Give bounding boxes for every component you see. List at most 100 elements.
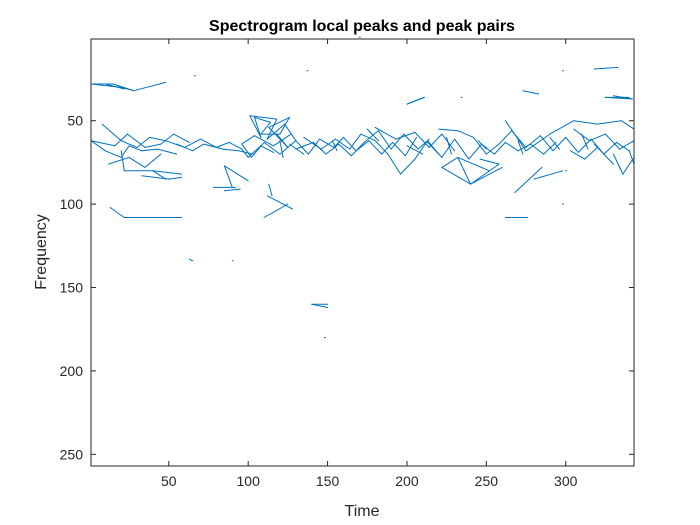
peak-pair-segment-34 xyxy=(149,136,167,142)
y-tick-label-4: 250 xyxy=(60,446,84,462)
peak-pair-segment-20 xyxy=(104,150,122,158)
peak-pair-segment-38 xyxy=(215,141,230,148)
y-tick-label-3: 200 xyxy=(60,363,84,379)
peak-pair-segment-60 xyxy=(188,258,194,262)
peak-pair-segment-103 xyxy=(350,141,365,157)
peak-pair-segment-88 xyxy=(266,195,294,210)
peak-pair-segment-40 xyxy=(241,148,249,158)
peak-pair-segment-172 xyxy=(533,170,564,180)
peak-pair-segment-110 xyxy=(320,138,336,150)
peak-pair-segment-72 xyxy=(268,116,290,128)
peak-pair-segment-30 xyxy=(173,133,190,143)
peak-pair-segment-139 xyxy=(473,136,487,155)
peak-pair-segment-46 xyxy=(222,148,240,152)
peak-pair-segment-114 xyxy=(374,140,389,155)
peak-pair-segment-101 xyxy=(325,143,340,155)
x-tick-label-2: 150 xyxy=(316,473,340,489)
peak-pair-segment-136 xyxy=(543,141,557,155)
plot-area xyxy=(91,39,634,466)
peak-pair-segment-47 xyxy=(238,150,254,155)
peak-pair-segment-36 xyxy=(184,138,202,148)
peak-pair-segment-32 xyxy=(120,140,138,148)
x-axis: 50 100 150 200 250 300 xyxy=(161,39,578,489)
peak-pair-segment-13 xyxy=(419,96,425,100)
peak-pair-segment-167 xyxy=(589,133,606,142)
peak-pair-segment-4 xyxy=(104,83,125,90)
peak-pair-segment-102 xyxy=(338,143,352,157)
peak-pair-segment-17 xyxy=(604,96,633,100)
peak-pair-segment-96 xyxy=(381,141,394,155)
peak-pair-segment-67 xyxy=(254,116,262,138)
x-tick-label-1: 100 xyxy=(237,473,261,489)
peak-pair-segment-187 xyxy=(517,140,524,155)
peak-pair-segment-79 xyxy=(279,140,297,155)
peak-pair-segment-140 xyxy=(485,143,500,155)
peak-pair-segment-142 xyxy=(441,156,459,168)
peak-pair-segment-189 xyxy=(581,133,589,150)
peak-pair-segment-148 xyxy=(457,156,490,172)
peak-pair-segment-178 xyxy=(570,150,586,160)
peak-pairs-series xyxy=(90,36,635,339)
peak-pair-segment-62 xyxy=(223,165,233,188)
peak-pair-segment-115 xyxy=(387,153,402,175)
peak-pair-segment-33 xyxy=(136,136,151,148)
peak-pair-segment-104 xyxy=(363,130,379,143)
peak-pair-segment-78 xyxy=(284,123,297,142)
peak-pair-segment-8 xyxy=(593,66,619,70)
peak-pair-segment-154 xyxy=(565,136,579,153)
peak-pair-segment-83 xyxy=(241,135,255,145)
peak-pair-segment-25 xyxy=(90,140,116,147)
peak-pair-segment-152 xyxy=(539,135,554,152)
peak-pair-segment-137 xyxy=(438,128,459,132)
peak-pair-segment-128 xyxy=(441,138,456,158)
peak-pair-segment-43 xyxy=(176,143,194,152)
peak-pair-segment-127 xyxy=(427,141,443,158)
peak-pair-segment-93 xyxy=(342,136,357,152)
peak-pair-segment-23 xyxy=(141,148,159,152)
peak-pair-segment-161 xyxy=(525,133,551,152)
peak-pair-segment-113 xyxy=(360,133,376,142)
peak-pair-segment-86 xyxy=(268,183,273,197)
peak-pair-segment-82 xyxy=(241,143,252,158)
peak-pair-segment-69 xyxy=(260,121,271,135)
peak-pair-segment-15 xyxy=(522,90,540,95)
y-axis: 50 100 150 200 250 xyxy=(60,113,634,462)
peak-pair-segment-21 xyxy=(120,145,130,158)
peak-pair-segment-89 xyxy=(295,140,309,155)
peak-pair-segment-151 xyxy=(525,135,541,148)
peak-pair-segment-5 xyxy=(133,81,167,92)
peak-pair-segment-51 xyxy=(152,170,182,175)
peak-pair-segment-185 xyxy=(446,136,452,155)
peak-pair-segment-122 xyxy=(428,133,443,148)
peak-pair-segment-80 xyxy=(263,141,281,155)
peak-pair-segment-133 xyxy=(504,141,519,152)
chart-title: Spectrogram local peaks and peak pairs xyxy=(209,18,515,35)
peak-pair-segment-160 xyxy=(504,120,527,152)
peak-pair-segment-95 xyxy=(368,140,383,155)
peak-pair-segment-22 xyxy=(128,145,143,152)
peak-pair-segment-146 xyxy=(479,158,500,165)
peak-pair-segment-81 xyxy=(250,141,265,158)
peak-pair-segment-163 xyxy=(573,120,598,125)
peak-pair-segment-77 xyxy=(266,123,286,140)
peak-pair-segment-84 xyxy=(254,135,275,147)
peak-pair-segment-24 xyxy=(157,148,178,155)
peak-pair-segment-120 xyxy=(395,131,416,140)
peak-pair-segment-176 xyxy=(622,156,635,175)
peak-pair-segment-99 xyxy=(295,141,314,150)
peak-pair-segment-68 xyxy=(254,116,271,123)
peak-pair-segment-182 xyxy=(331,140,338,152)
peak-pair-segment-188 xyxy=(549,136,560,150)
peak-pair-segment-26 xyxy=(114,133,128,147)
peak-pair-segment-168 xyxy=(604,133,621,150)
peak-pair-segment-53 xyxy=(168,176,182,180)
peak-pair-segment-19 xyxy=(90,140,106,152)
peak-pair-segment-184 xyxy=(406,145,424,155)
peak-pair-segment-85 xyxy=(273,133,292,147)
peak-pair-segment-105 xyxy=(377,130,392,150)
peak-pair-segment-91 xyxy=(319,138,335,148)
peak-pair-segment-37 xyxy=(200,138,217,148)
peak-pair-segment-183 xyxy=(366,128,379,142)
peak-pair-segment-116 xyxy=(400,158,416,175)
